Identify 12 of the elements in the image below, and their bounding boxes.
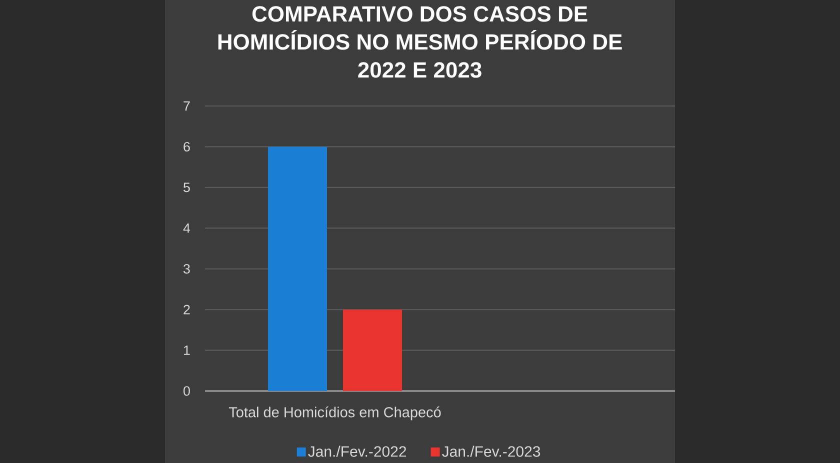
y-tick-label: 6 [184, 142, 190, 152]
y-tick-label: 0 [183, 386, 190, 396]
x-tick-label: Total de Homicídios em Chapecó [228, 406, 441, 420]
text: COMPARATIVO DOS CASOS DE HOMICÍDIOS NO MESMO PERÍODO DE 2022 E 2023 [218, 6, 622, 78]
legend-label: Jan./Fev.-2022 [308, 446, 406, 457]
y-tick-label: 4 [183, 224, 190, 233]
y-tick-label: 7 [184, 101, 190, 111]
y-tick-label: 5 [183, 182, 190, 192]
y-tick-label: 3 [183, 264, 190, 274]
legend-label: Jan./Fev.-2023 [442, 446, 540, 457]
y-tick-label: 2 [184, 304, 190, 314]
y-tick-label: 1 [184, 346, 190, 355]
